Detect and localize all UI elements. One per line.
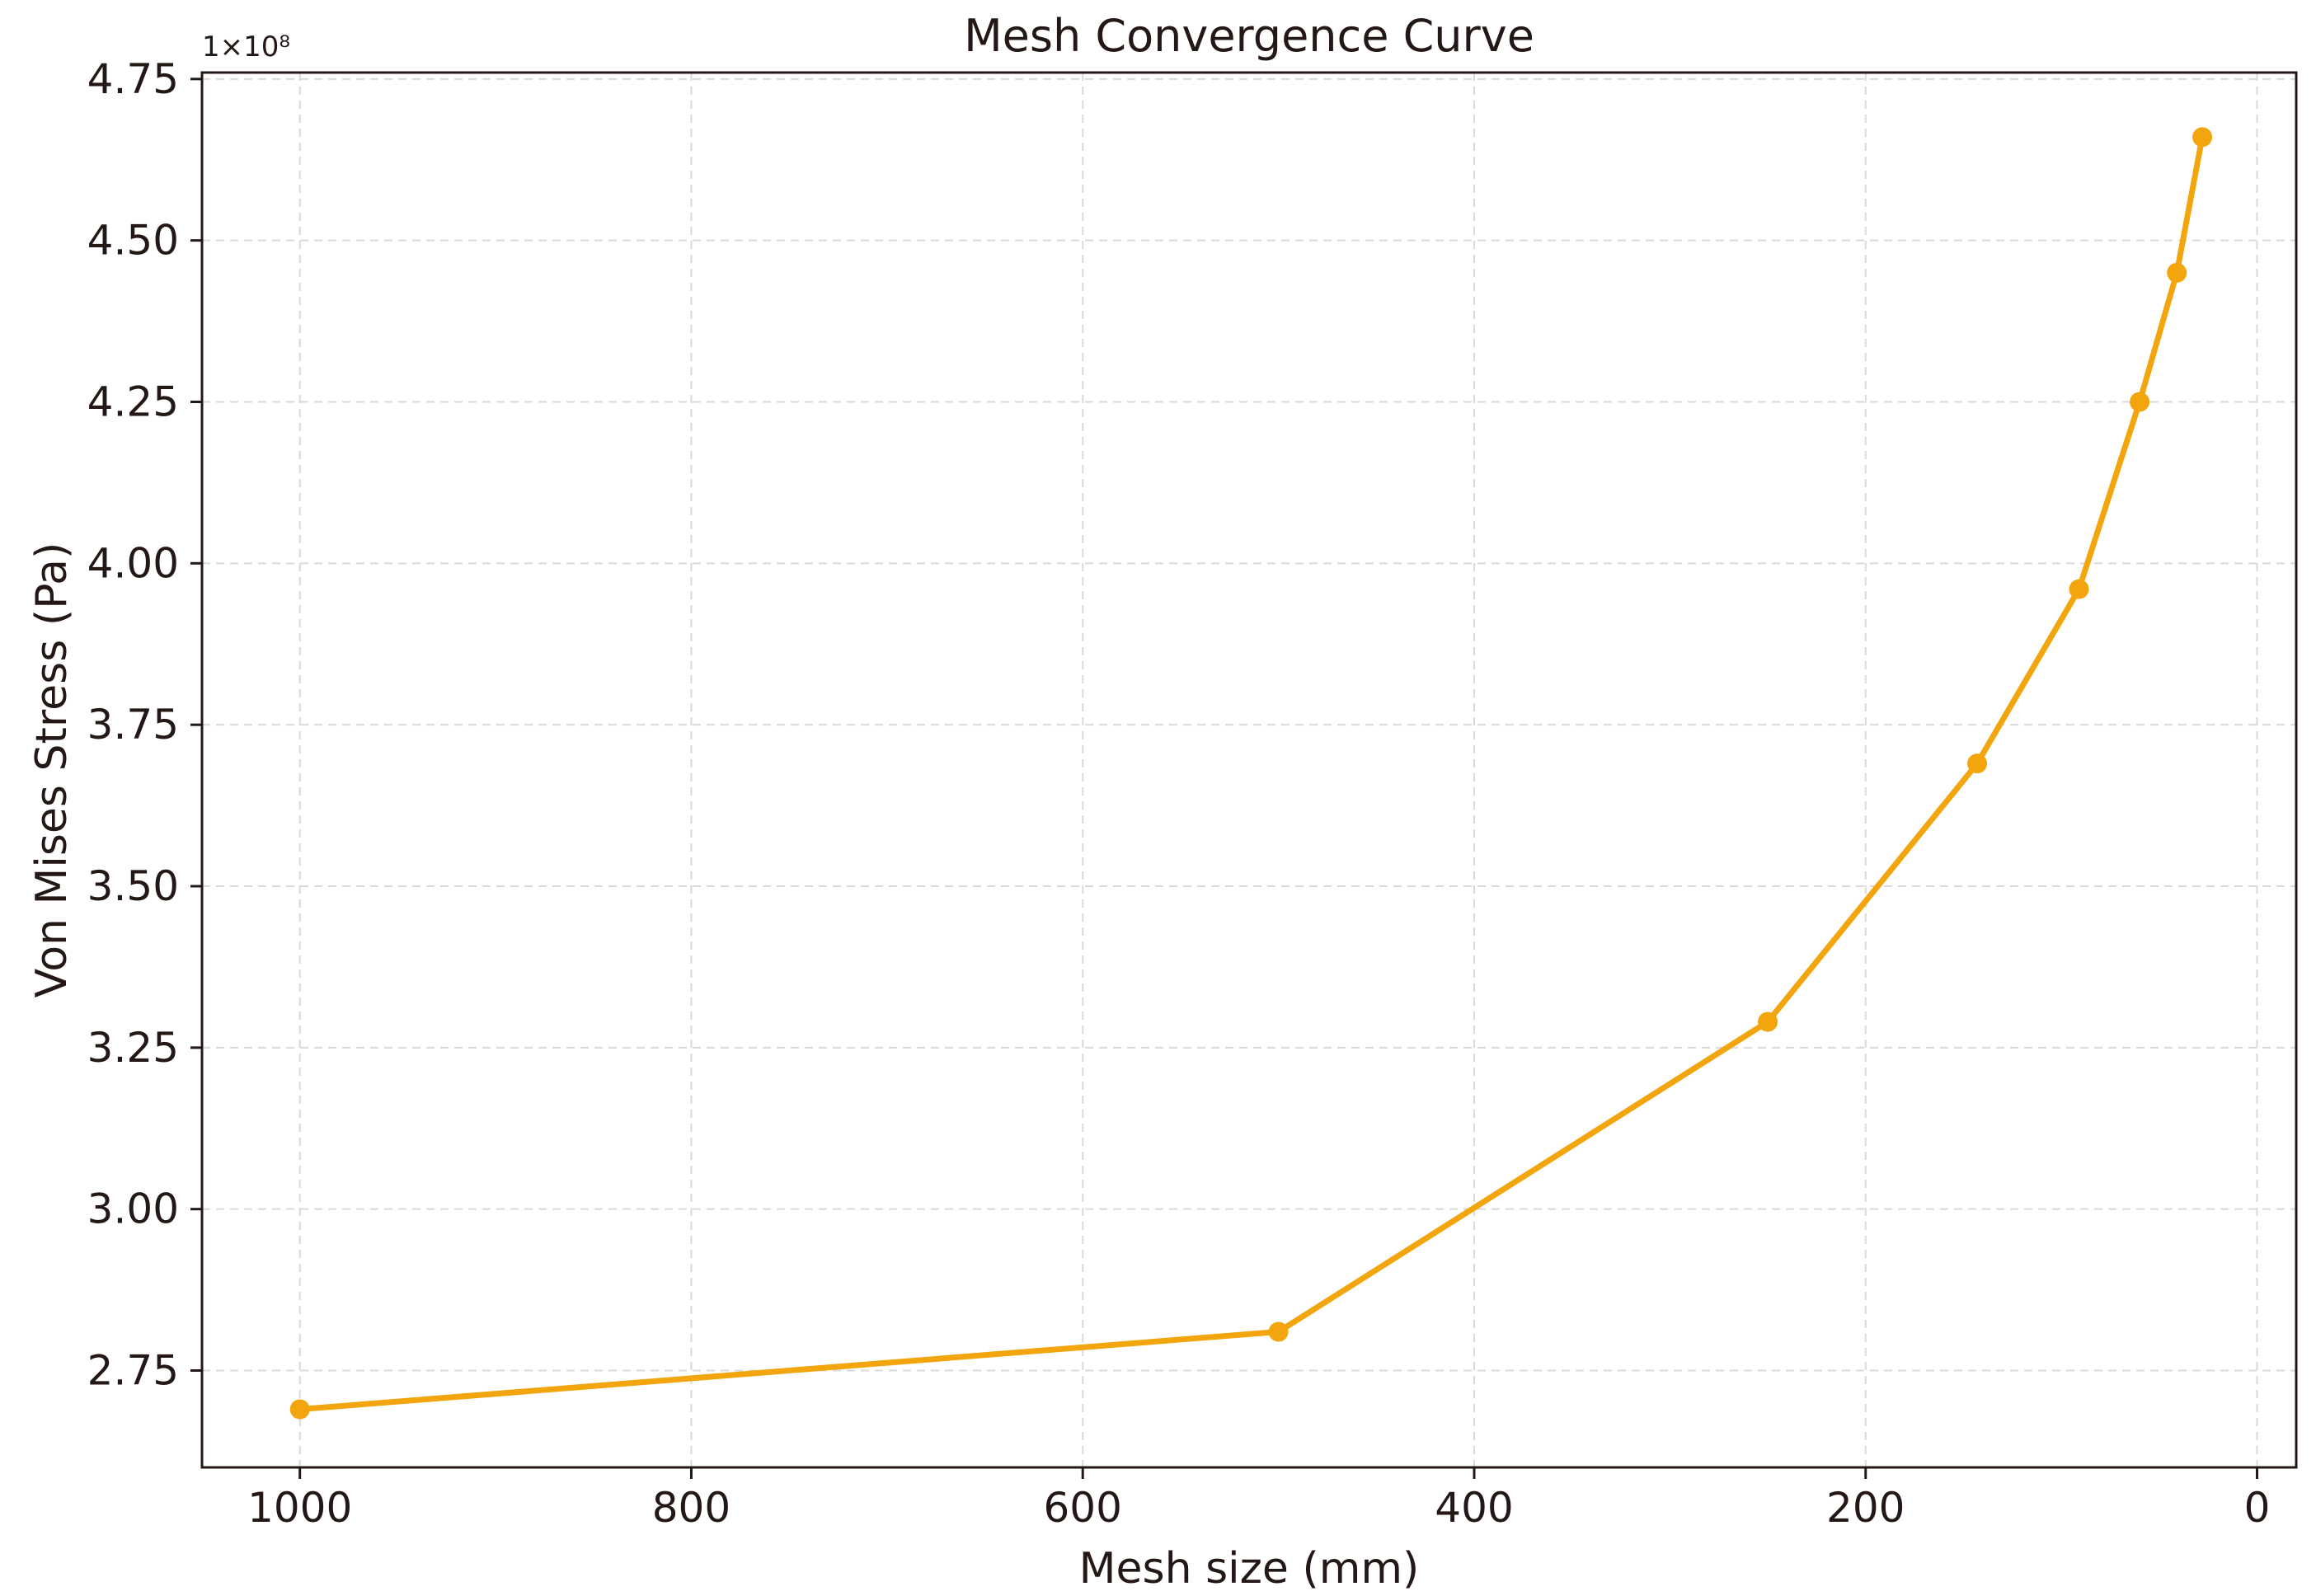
axis-ticks: 1000 800 600 400 200 0 2.75 3.00 3.25 3.50 3.75 4.0… xyxy=(87,55,2271,1532)
y-tick-label: 3.00 xyxy=(87,1185,179,1233)
series-layer xyxy=(289,127,2213,1420)
chart-title: Mesh Convergence Curve xyxy=(964,10,1534,62)
data-point xyxy=(1268,1321,1289,1342)
plot-frame xyxy=(200,71,2298,1469)
series-line xyxy=(297,134,2206,1412)
data-point xyxy=(289,1399,310,1420)
data-point xyxy=(1758,1012,1778,1032)
data-point xyxy=(2130,392,2150,412)
y-axis-offset-label: 1×10⁸ xyxy=(202,31,290,63)
grid-lines xyxy=(202,73,2296,1467)
y-tick-label: 4.25 xyxy=(87,378,179,426)
y-axis-label: Von Mises Stress (Pa) xyxy=(27,542,77,998)
x-tick-label: 0 xyxy=(2244,1484,2271,1532)
y-tick-label: 3.25 xyxy=(87,1024,179,1072)
data-point xyxy=(2167,262,2187,283)
y-tick-label: 3.75 xyxy=(87,701,179,749)
y-tick-label: 4.00 xyxy=(87,539,179,587)
data-point xyxy=(2192,127,2213,148)
x-axis-label: Mesh size (mm) xyxy=(1079,1544,1420,1594)
x-tick-label: 200 xyxy=(1826,1484,1905,1532)
x-tick-label: 1000 xyxy=(247,1484,352,1532)
data-point xyxy=(2069,579,2089,599)
y-tick-label: 4.75 xyxy=(87,55,179,103)
x-tick-label: 400 xyxy=(1435,1484,1513,1532)
x-tick-label: 800 xyxy=(652,1484,731,1532)
y-tick-label: 3.50 xyxy=(87,862,179,910)
y-tick-label: 4.50 xyxy=(87,217,179,265)
data-point xyxy=(1967,753,1988,774)
x-tick-label: 600 xyxy=(1044,1484,1122,1532)
y-tick-label: 2.75 xyxy=(87,1347,179,1395)
